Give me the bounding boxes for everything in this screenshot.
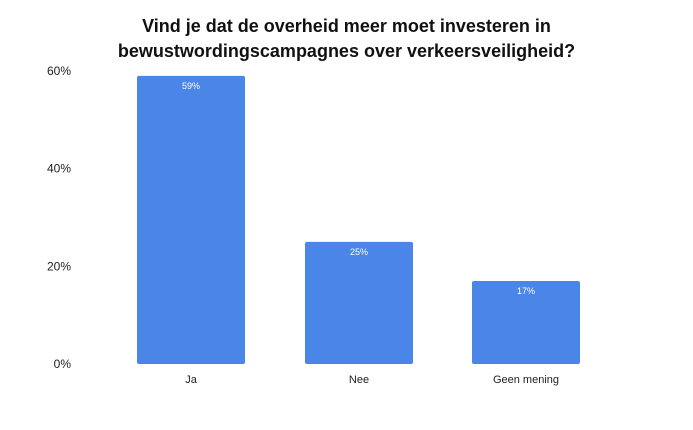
data-label: 17%: [517, 286, 535, 296]
bar-geen-mening: [472, 280, 580, 364]
y-tick-label: 0%: [54, 357, 72, 371]
data-label: 59%: [182, 81, 200, 91]
data-label: 25%: [350, 247, 368, 257]
y-axis: 0% 20% 40% 60%: [47, 64, 71, 371]
y-tick-label: 60%: [47, 64, 71, 78]
y-tick-label: 20%: [47, 259, 71, 273]
chart-title-line-1: Vind je dat de overheid meer moet invest…: [142, 16, 551, 36]
chart-title: Vind je dat de overheid meer moet invest…: [0, 14, 693, 64]
x-category-label: Geen mening: [493, 374, 559, 386]
chart-title-line-2: bewustwordingscampagnes over verkeersvei…: [117, 41, 576, 61]
x-category-label: Ja: [185, 374, 198, 386]
x-category-label: Nee: [349, 374, 369, 386]
x-axis: Ja Nee Geen mening: [185, 374, 559, 386]
bar-ja: [137, 75, 245, 364]
bar-nee: [305, 241, 413, 364]
bars: 59% 25% 17%: [137, 75, 580, 364]
y-tick-label: 40%: [47, 162, 71, 176]
